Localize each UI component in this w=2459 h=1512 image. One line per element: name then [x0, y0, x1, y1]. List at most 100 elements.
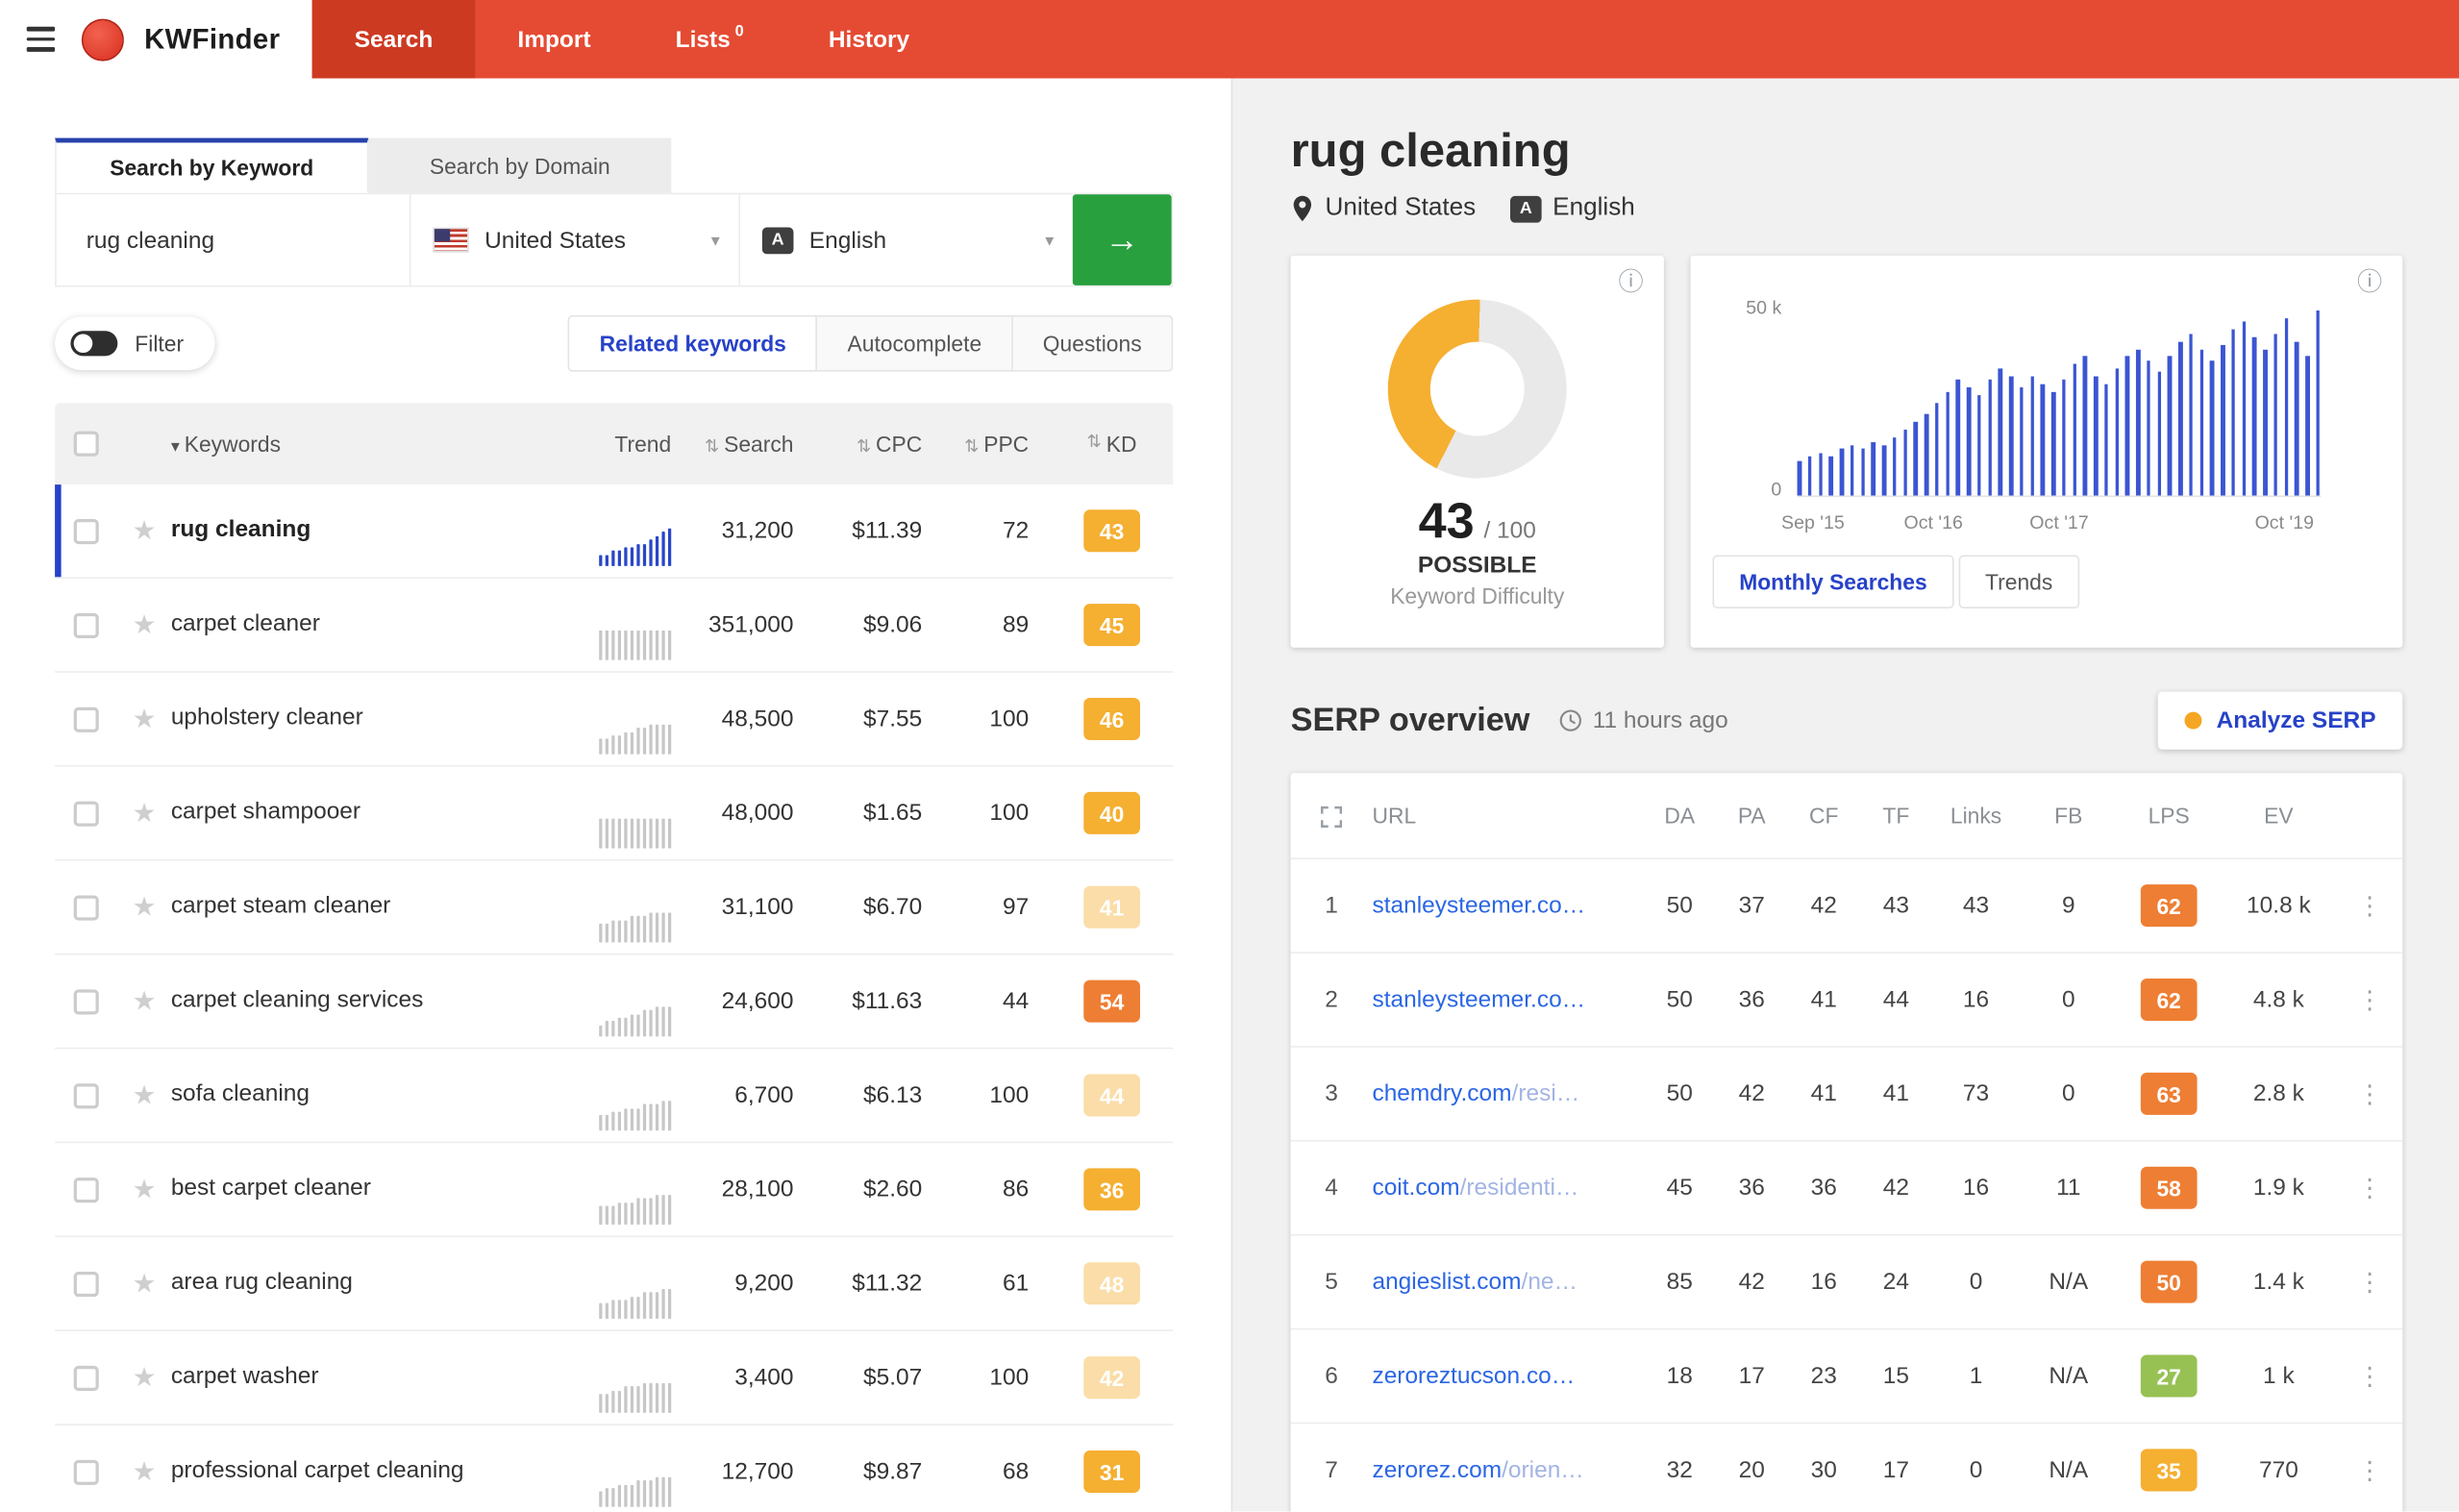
serp-url-link[interactable]: stanleysteemer.co…	[1372, 892, 1643, 919]
serp-col-header-pa[interactable]: PA	[1737, 803, 1766, 829]
serp-url-link[interactable]: zerorez.com/orien…	[1372, 1457, 1643, 1484]
row-checkbox[interactable]	[73, 1458, 99, 1485]
col-header-keywords[interactable]: ▾ Keywords	[170, 431, 282, 457]
kebab-menu-icon[interactable]: ⋮	[2356, 1175, 2383, 1202]
keyword-row[interactable]: ★ rug cleaning 31,200 $11.39 72 43	[55, 484, 1174, 579]
country-select[interactable]: United States ▾	[409, 194, 739, 285]
keyword-row[interactable]: ★ carpet cleaner 351,000 $9.06 89 45	[55, 578, 1174, 673]
kd-badge[interactable]: 46	[1083, 697, 1141, 741]
serp-col-header-links[interactable]: Links	[1950, 803, 2002, 829]
serp-col-header-fb[interactable]: FB	[2054, 803, 2083, 829]
tab-search-by-domain[interactable]: Search by Domain	[368, 137, 672, 193]
favorite-star-icon[interactable]: ★	[132, 1268, 157, 1299]
chart-button-monthly-searches[interactable]: Monthly Searches	[1712, 555, 1954, 608]
kd-badge[interactable]: 36	[1083, 1168, 1141, 1211]
kd-badge[interactable]: 44	[1083, 1074, 1141, 1117]
favorite-star-icon[interactable]: ★	[132, 609, 157, 640]
keyword-label[interactable]: carpet shampooer	[170, 798, 361, 826]
tab-autocomplete[interactable]: Autocomplete	[817, 314, 1013, 372]
kebab-menu-icon[interactable]: ⋮	[2356, 1080, 2383, 1108]
keyword-row[interactable]: ★ carpet cleaning services 24,600 $11.63…	[55, 954, 1174, 1050]
keyword-label[interactable]: carpet steam cleaner	[170, 892, 391, 920]
keyword-label[interactable]: sofa cleaning	[170, 1080, 310, 1107]
row-checkbox[interactable]	[73, 1082, 99, 1108]
filter-toggle[interactable]: Filter	[55, 316, 215, 371]
keyword-row[interactable]: ★ carpet washer 3,400 $5.07 100 42	[55, 1331, 1174, 1425]
kd-badge[interactable]: 40	[1083, 791, 1141, 834]
favorite-star-icon[interactable]: ★	[132, 515, 157, 546]
analyze-serp-button[interactable]: Analyze SERP	[2158, 691, 2403, 750]
expand-icon[interactable]	[1321, 806, 1343, 829]
serp-url-link[interactable]: angieslist.com/ne…	[1372, 1269, 1643, 1296]
keyword-row[interactable]: ★ best carpet cleaner 28,100 $2.60 86 36	[55, 1143, 1174, 1238]
serp-col-header-da[interactable]: DA	[1664, 803, 1696, 829]
serp-url-link[interactable]: chemdry.com/resi…	[1372, 1080, 1643, 1107]
info-icon[interactable]: ⓘ	[2356, 269, 2383, 297]
hamburger-menu-icon[interactable]	[20, 17, 61, 61]
serp-col-header-url[interactable]: URL	[1372, 803, 1417, 829]
favorite-star-icon[interactable]: ★	[132, 1456, 157, 1487]
col-header-search[interactable]: ⇅ Search	[705, 431, 794, 457]
info-icon[interactable]: ⓘ	[1618, 269, 1644, 297]
nav-item-search[interactable]: Search	[311, 0, 476, 79]
kebab-menu-icon[interactable]: ⋮	[2356, 1269, 2383, 1297]
keyword-row[interactable]: ★ carpet steam cleaner 31,100 $6.70 97 4…	[55, 860, 1174, 955]
favorite-star-icon[interactable]: ★	[132, 704, 157, 734]
favorite-star-icon[interactable]: ★	[132, 798, 157, 829]
kd-badge[interactable]: 41	[1083, 885, 1141, 929]
row-checkbox[interactable]	[73, 518, 99, 544]
keyword-row[interactable]: ★ area rug cleaning 9,200 $11.32 61 48	[55, 1237, 1174, 1332]
kd-badge[interactable]: 31	[1083, 1450, 1141, 1494]
favorite-star-icon[interactable]: ★	[132, 1362, 157, 1393]
chart-button-trends[interactable]: Trends	[1958, 555, 2080, 608]
keyword-label[interactable]: carpet washer	[170, 1362, 319, 1390]
serp-col-header-ev[interactable]: EV	[2264, 803, 2294, 829]
kd-badge[interactable]: 43	[1083, 509, 1141, 553]
keyword-row[interactable]: ★ professional carpet cleaning 12,700 $9…	[55, 1425, 1174, 1512]
keyword-label[interactable]: carpet cleaning services	[170, 986, 424, 1014]
favorite-star-icon[interactable]: ★	[132, 892, 157, 923]
favorite-star-icon[interactable]: ★	[132, 1080, 157, 1111]
language-select[interactable]: A English ▾	[738, 194, 1072, 285]
row-checkbox[interactable]	[73, 894, 99, 920]
tab-search-by-keyword[interactable]: Search by Keyword	[55, 137, 369, 193]
toggle-switch-icon[interactable]	[70, 331, 118, 357]
serp-col-header-tf[interactable]: TF	[1882, 803, 1910, 829]
serp-url-link[interactable]: stanleysteemer.co…	[1372, 986, 1643, 1013]
serp-col-header-cf[interactable]: CF	[1809, 803, 1839, 829]
kd-badge[interactable]: 45	[1083, 604, 1141, 647]
keyword-label[interactable]: rug cleaning	[170, 515, 311, 543]
keyword-row[interactable]: ★ carpet shampooer 48,000 $1.65 100 40	[55, 766, 1174, 861]
kebab-menu-icon[interactable]: ⋮	[2356, 893, 2383, 920]
row-checkbox[interactable]	[73, 1365, 99, 1391]
keyword-label[interactable]: professional carpet cleaning	[170, 1456, 464, 1484]
row-checkbox[interactable]	[73, 1271, 99, 1297]
select-all-checkbox[interactable]	[73, 431, 99, 457]
col-header-ppc[interactable]: ⇅ PPC	[964, 431, 1030, 457]
row-checkbox[interactable]	[73, 1177, 99, 1202]
row-checkbox[interactable]	[73, 800, 99, 826]
keyword-input[interactable]	[83, 225, 410, 256]
keyword-row[interactable]: ★ sofa cleaning 6,700 $6.13 100 44	[55, 1049, 1174, 1144]
row-checkbox[interactable]	[73, 706, 99, 732]
kd-badge[interactable]: 54	[1083, 979, 1141, 1023]
keyword-row[interactable]: ★ upholstery cleaner 48,500 $7.55 100 46	[55, 672, 1174, 767]
kd-badge[interactable]: 42	[1083, 1356, 1141, 1400]
col-header-cpc[interactable]: ⇅ CPC	[857, 431, 923, 457]
keyword-label[interactable]: carpet cleaner	[170, 609, 320, 637]
kd-badge[interactable]: 48	[1083, 1262, 1141, 1305]
favorite-star-icon[interactable]: ★	[132, 986, 157, 1017]
serp-url-link[interactable]: coit.com/residenti…	[1372, 1175, 1643, 1202]
favorite-star-icon[interactable]: ★	[132, 1174, 157, 1204]
tab-related-keywords[interactable]: Related keywords	[568, 314, 818, 372]
row-checkbox[interactable]	[73, 612, 99, 638]
nav-item-import[interactable]: Import	[475, 0, 633, 79]
serp-col-header-lps[interactable]: LPS	[2148, 803, 2190, 829]
keyword-label[interactable]: upholstery cleaner	[170, 704, 363, 731]
keyword-label[interactable]: area rug cleaning	[170, 1268, 353, 1296]
tab-questions[interactable]: Questions	[1012, 314, 1174, 372]
serp-url-link[interactable]: zeroreztucson.co…	[1372, 1363, 1643, 1390]
nav-item-history[interactable]: History	[786, 0, 952, 79]
keyword-label[interactable]: best carpet cleaner	[170, 1175, 371, 1202]
row-checkbox[interactable]	[73, 988, 99, 1014]
